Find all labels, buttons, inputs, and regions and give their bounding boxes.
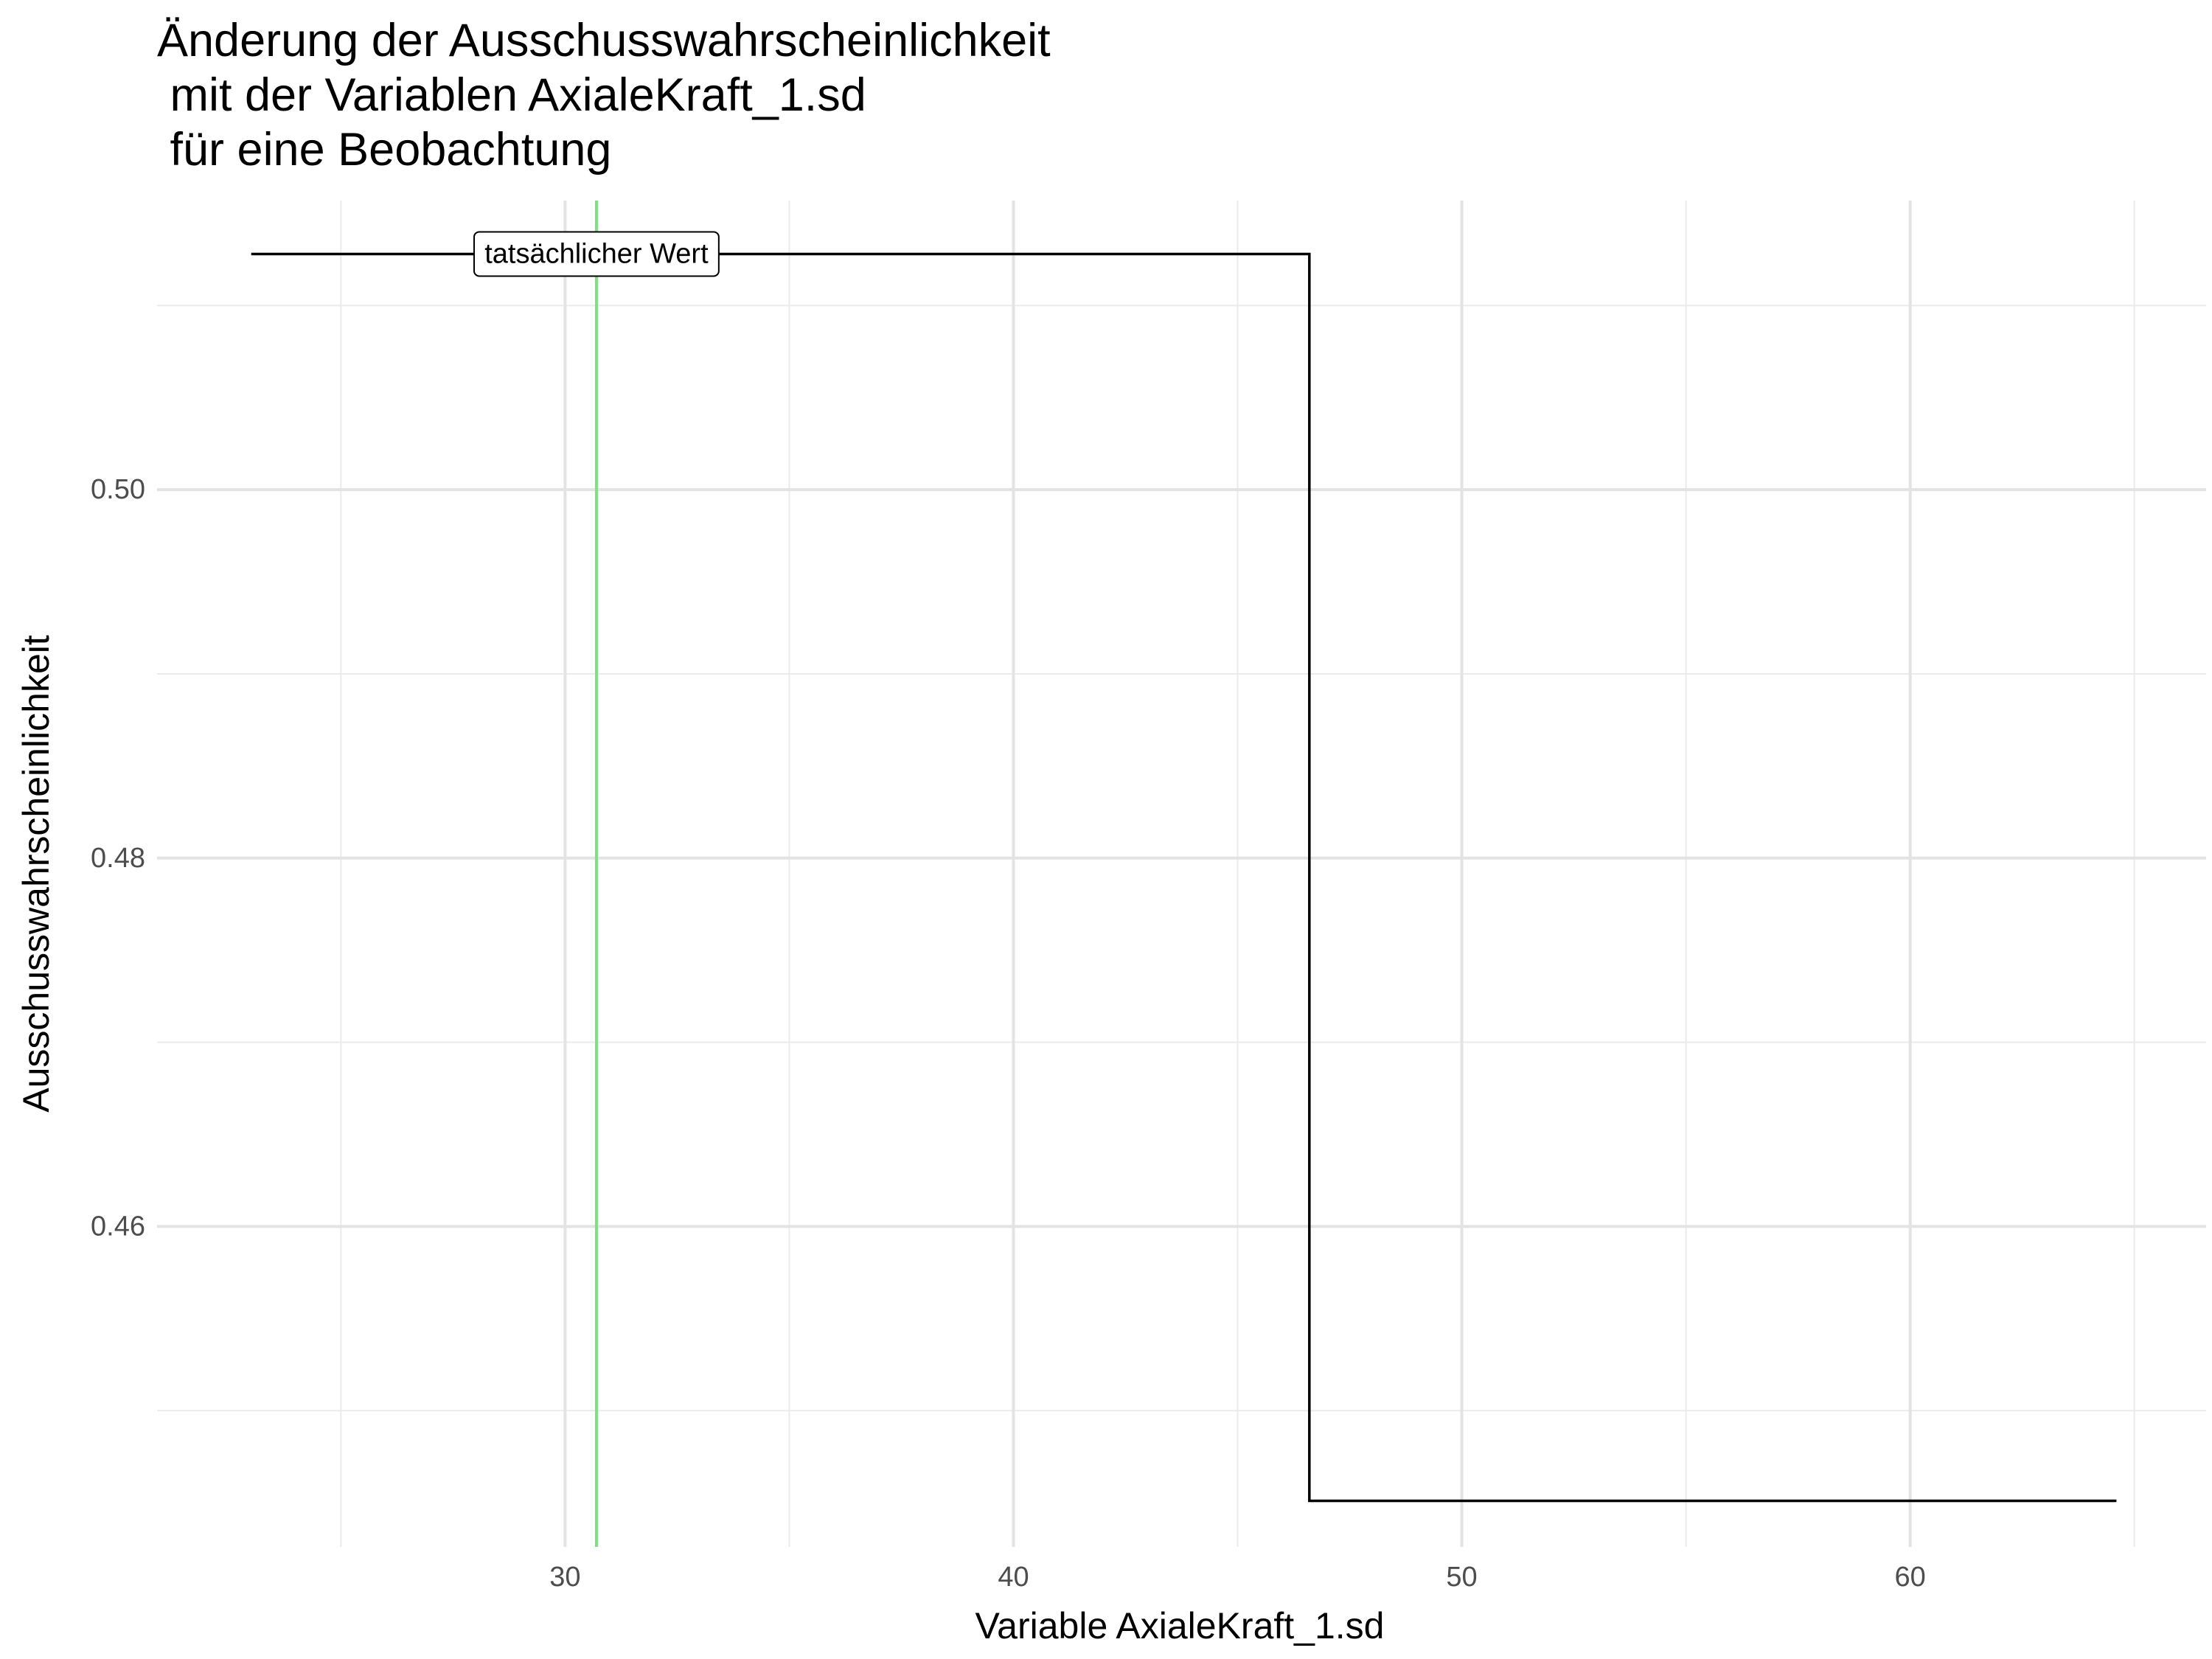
y-tick-label: 0.50 [91,474,145,505]
chart-title-line-3: für eine Beobachtung [157,124,611,175]
chart-title: Änderung der Ausschusswahrscheinlichkeit… [157,15,1051,175]
x-tick-label: 50 [1446,1562,1477,1593]
x-axis-title: Variable AxialeKraft_1.sd [975,1605,1385,1646]
x-tick-label: 30 [549,1562,580,1593]
annotation-layer: tatsächlicher Wert [473,231,720,277]
y-axis-tick-labels: 0.46 0.48 0.50 [91,474,145,1242]
minor-gridlines [157,201,2206,1547]
chart-title-line-2: mit der Variablen AxialeKraft_1.sd [157,69,866,121]
y-tick-label: 0.48 [91,843,145,874]
chart-title-line-1: Änderung der Ausschusswahrscheinlichkeit [157,15,1051,66]
y-tick-label: 0.46 [91,1211,145,1242]
series-layer [251,252,2117,1503]
major-gridlines [157,201,2206,1547]
x-axis-tick-labels: 30 40 50 60 [549,1562,1926,1593]
x-tick-label: 60 [1895,1562,1926,1593]
series-line [251,252,2117,1503]
reference-line-label: tatsächlicher Wert [484,238,709,269]
y-axis-title: Ausschusswahrscheinlichkeit [15,635,57,1113]
reference-line-label-box [473,231,720,277]
x-tick-label: 40 [998,1562,1029,1593]
